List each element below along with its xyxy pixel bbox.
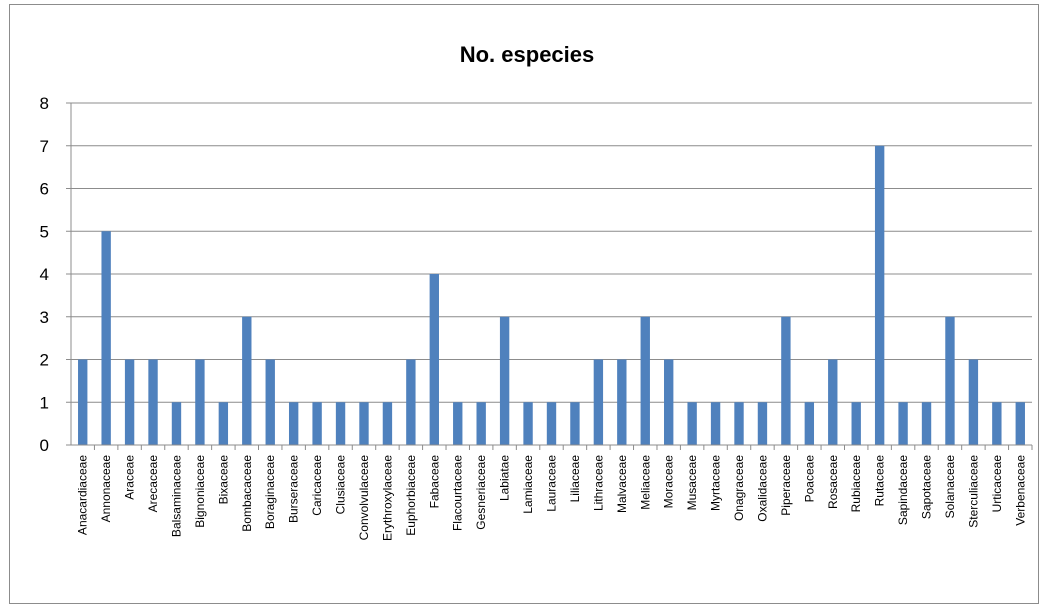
bar-rosaceae	[828, 359, 838, 445]
y-tick-label: 5	[40, 222, 49, 241]
bar-euphorbiaceae	[406, 359, 416, 445]
x-tick-label: Erythroxylaceae	[380, 455, 394, 541]
bar-clusiaceae	[335, 402, 346, 445]
y-axis-ticks: 0 1 2 3 4 5 6 7 8	[40, 94, 71, 455]
bar-bombacaceae	[242, 316, 252, 445]
x-tick-label: Lamiaceae	[521, 455, 535, 514]
x-tick-label: Oxalidaceae	[755, 455, 769, 522]
bar-arecaceae	[148, 359, 158, 445]
x-tick-label: Verbenaceae	[1013, 455, 1027, 526]
x-tick-label: Annonaceae	[99, 455, 113, 523]
chart-title: No. especies	[460, 42, 595, 67]
x-tick-label: Musaceae	[685, 455, 699, 511]
bar-musaceae	[687, 402, 697, 445]
bar-solanaceae	[945, 316, 955, 445]
x-tick-label: Flacourtaceae	[451, 455, 465, 531]
bar-convolvulaceae	[359, 402, 369, 445]
bar-bignoniaceae	[195, 359, 205, 445]
y-tick-label: 8	[40, 94, 49, 113]
bar-sterculiaceae	[968, 359, 979, 445]
bar-boraginaceae	[265, 359, 275, 445]
x-tick-label: Urticaceae	[990, 455, 1004, 513]
bar-urticaceae	[992, 402, 1002, 445]
y-tick-label: 6	[40, 180, 49, 199]
x-tick-label: Poaceae	[802, 455, 816, 503]
x-tick-label: Rubiaceae	[849, 455, 863, 513]
bar-erythroxylaceae	[382, 402, 393, 445]
bar-meliaceae	[640, 316, 650, 445]
x-tick-label: Caricaceae	[310, 455, 324, 516]
y-tick-label: 1	[40, 393, 49, 412]
x-tick-label: Anacardiaceae	[76, 455, 90, 535]
bar-lithraceae	[593, 359, 604, 445]
gridlines	[71, 102, 1032, 403]
bar-moraceae	[664, 359, 674, 445]
x-tick-label: Liliaceae	[568, 455, 582, 503]
bar-bixaceae	[218, 402, 229, 445]
x-tick-label: Sterculiaceae	[966, 455, 980, 528]
x-tick-label: Rosaceae	[826, 455, 840, 509]
x-axis-ticks: Anacardiaceae Annonaceae Araceae Arecaceae B…	[76, 445, 1033, 541]
bar-labiatae	[499, 316, 510, 445]
bar-myrtaceae	[710, 402, 721, 445]
x-tick-label: Clusiaceae	[334, 455, 348, 515]
x-tick-label: Convolvulaceae	[357, 455, 371, 541]
bar-poaceae	[804, 402, 815, 445]
bar-anacardiaceae	[78, 359, 88, 445]
x-tick-label: Gesneriaceae	[474, 455, 488, 530]
chart-frame	[9, 4, 1039, 604]
x-tick-label: Sapotaceae	[920, 455, 934, 519]
bar-flacourtaceae	[453, 402, 463, 445]
axes	[70, 103, 1032, 446]
y-tick-label: 4	[40, 265, 49, 284]
x-tick-label: Meliaceae	[638, 455, 652, 510]
x-tick-label: Fabaceae	[427, 455, 441, 509]
bar-annonaceae	[101, 231, 111, 445]
y-tick-label: 3	[40, 308, 49, 327]
y-tick-label: 0	[40, 436, 49, 455]
bar-lauraceae	[546, 402, 557, 445]
x-tick-label: Solanaceae	[943, 455, 957, 519]
x-tick-label: Moraceae	[662, 455, 676, 509]
bar-gesneriaceae	[476, 402, 486, 445]
bar-verbenaceae	[1015, 402, 1025, 445]
x-tick-label: Lauraceae	[545, 455, 559, 512]
y-tick-label: 2	[40, 351, 49, 370]
bar-caricaceae	[312, 402, 322, 445]
bar-rubiaceae	[851, 402, 861, 445]
x-tick-label: Malvaceae	[615, 455, 629, 513]
x-tick-label: Boraginaceae	[263, 455, 277, 529]
bar-burseraceae	[288, 402, 299, 445]
y-tick-label: 7	[40, 137, 49, 156]
bar-malvaceae	[617, 359, 627, 445]
bar-araceae	[124, 359, 135, 445]
bar-sapotaceae	[921, 402, 932, 445]
x-tick-label: Balsaminaceae	[169, 455, 183, 537]
bar-oxalidaceae	[757, 402, 768, 445]
x-tick-label: Bignoniaceae	[193, 455, 207, 528]
x-tick-label: Bixaceae	[216, 455, 230, 505]
x-tick-label: Araceae	[123, 455, 137, 500]
bar-piperaceae	[781, 316, 791, 445]
bar-lamiaceae	[523, 402, 533, 445]
x-tick-label: Arecaceae	[146, 455, 160, 513]
bar-onagraceae	[734, 402, 744, 445]
x-tick-label: Myrtaceae	[709, 455, 723, 511]
bar-rutaceae	[874, 145, 885, 445]
x-tick-label: Bombacaceae	[240, 455, 254, 532]
x-tick-label: Sapindaceae	[896, 455, 910, 525]
x-tick-label: Euphorbiaceae	[404, 455, 418, 536]
bar-fabaceae	[429, 274, 439, 445]
x-tick-label: Onagraceae	[732, 455, 746, 521]
x-tick-label: Piperaceae	[779, 455, 793, 516]
x-tick-label: Burseraceae	[287, 455, 301, 523]
bar-balsaminaceae	[171, 402, 182, 445]
bars	[78, 145, 1025, 445]
x-tick-label: Labiatae	[498, 455, 512, 501]
bar-sapindaceae	[898, 402, 908, 445]
bar-liliaceae	[570, 402, 580, 445]
x-tick-label: Lithraceae	[591, 455, 605, 511]
x-tick-label: Rutaceae	[873, 455, 887, 507]
